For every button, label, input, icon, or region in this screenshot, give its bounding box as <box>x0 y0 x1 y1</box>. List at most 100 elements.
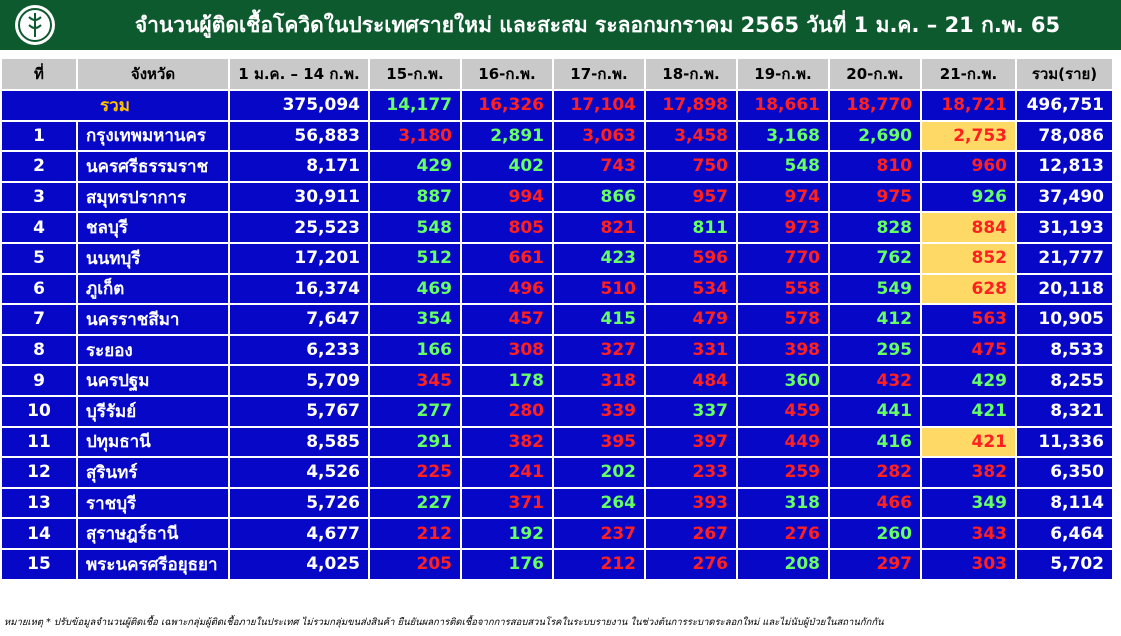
cell: 3,180 <box>368 119 462 153</box>
cell: 852 <box>920 241 1017 275</box>
cell: 548 <box>368 211 462 244</box>
cell: 382 <box>460 425 554 459</box>
rank: 7 <box>0 303 78 336</box>
cell: 382 <box>920 456 1017 489</box>
cell: 78,086 <box>1015 119 1114 153</box>
cell: 762 <box>828 241 922 275</box>
cell: 295 <box>828 333 922 367</box>
cell: 4,677 <box>228 517 370 550</box>
cell: 264 <box>552 486 646 520</box>
logo <box>15 5 55 45</box>
province-row: 1 กรุงเทพมหานคร 56,883 3,180 2,891 3,063 3,458… <box>0 119 1114 153</box>
cell: 661 <box>460 241 554 275</box>
cell: 337 <box>644 394 738 428</box>
cell: 17,201 <box>228 241 370 275</box>
cell: 548 <box>736 150 830 183</box>
cell: 259 <box>736 456 830 489</box>
cell: 3,168 <box>736 119 830 153</box>
rank: 2 <box>0 150 78 183</box>
cell: 496 <box>460 272 554 306</box>
rank: 4 <box>0 211 78 244</box>
cell: 354 <box>368 303 462 336</box>
cell: 8,585 <box>228 425 370 459</box>
total-cell: 18,661 <box>736 89 830 122</box>
cell: 205 <box>368 547 462 581</box>
province-row: 9 นครปฐม 5,709 345 178 318 484 360 432 429 8,255 <box>0 364 1114 397</box>
column-header: 15-ก.พ. <box>368 57 462 91</box>
cell: 12,813 <box>1015 150 1114 183</box>
title-bar: จำนวนผู้ติดเชื้อโควิดในประเทศรายใหม่ และ… <box>0 0 1121 50</box>
province-row: 10 บุรีรัมย์ 5,767 277 280 339 337 459 441 421 8,3… <box>0 394 1114 428</box>
cell: 957 <box>644 180 738 214</box>
total-cell: 496,751 <box>1015 89 1114 122</box>
title: จำนวนผู้ติดเชื้อโควิดในประเทศรายใหม่ และ… <box>134 13 1061 37</box>
column-header: รวม(ราย) <box>1015 57 1114 91</box>
province-row: 15 พระนครศรีอยุธยา 4,025 205 176 212 276 208 297… <box>0 547 1114 581</box>
column-header: 1 ม.ค. – 14 ก.พ. <box>228 57 370 91</box>
cell: 429 <box>920 364 1017 397</box>
province: นครศรีธรรมราช <box>76 150 230 183</box>
province: ปทุมธานี <box>76 425 230 459</box>
cell: 208 <box>736 547 830 581</box>
rank: 13 <box>0 486 78 520</box>
cell: 416 <box>828 425 922 459</box>
cell: 421 <box>920 425 1017 459</box>
cell: 212 <box>368 517 462 550</box>
cell: 397 <box>644 425 738 459</box>
cell: 227 <box>368 486 462 520</box>
cell: 303 <box>920 547 1017 581</box>
cell: 6,350 <box>1015 456 1114 489</box>
cell: 360 <box>736 364 830 397</box>
cell: 469 <box>368 272 462 306</box>
cell: 277 <box>368 394 462 428</box>
cell: 5,767 <box>228 394 370 428</box>
cell: 563 <box>920 303 1017 336</box>
cell: 6,464 <box>1015 517 1114 550</box>
cell: 994 <box>460 180 554 214</box>
cell: 578 <box>736 303 830 336</box>
total-cell: 17,898 <box>644 89 738 122</box>
cell: 30,911 <box>228 180 370 214</box>
cell: 192 <box>460 517 554 550</box>
total-cell: 375,094 <box>228 89 370 122</box>
column-header: 18-ก.พ. <box>644 57 738 91</box>
total-cell: 16,326 <box>460 89 554 122</box>
cell: 432 <box>828 364 922 397</box>
province-row: 3 สมุทรปราการ 30,911 887 994 866 957 974 975 926 3… <box>0 180 1114 214</box>
cell: 2,891 <box>460 119 554 153</box>
cell: 31,193 <box>1015 211 1114 244</box>
column-header: 17-ก.พ. <box>552 57 646 91</box>
cell: 202 <box>552 456 646 489</box>
cell: 512 <box>368 241 462 275</box>
cell: 393 <box>644 486 738 520</box>
cell: 20,118 <box>1015 272 1114 306</box>
province: กรุงเทพมหานคร <box>76 119 230 153</box>
cell: 466 <box>828 486 922 520</box>
column-header: 20-ก.พ. <box>828 57 922 91</box>
rank: 12 <box>0 456 78 489</box>
cell: 2,690 <box>828 119 922 153</box>
rank: 11 <box>0 425 78 459</box>
cell: 225 <box>368 456 462 489</box>
cell: 308 <box>460 333 554 367</box>
cell: 484 <box>644 364 738 397</box>
rank: 15 <box>0 547 78 581</box>
cell: 2,753 <box>920 119 1017 153</box>
rank: 5 <box>0 241 78 275</box>
cell: 429 <box>368 150 462 183</box>
cell: 56,883 <box>228 119 370 153</box>
rank: 6 <box>0 272 78 306</box>
province-row: 12 สุรินทร์ 4,526 225 241 202 233 259 282 382 6,35… <box>0 456 1114 489</box>
cell: 743 <box>552 150 646 183</box>
cell: 479 <box>644 303 738 336</box>
cell: 421 <box>920 394 1017 428</box>
cell: 267 <box>644 517 738 550</box>
cell: 371 <box>460 486 554 520</box>
cell: 887 <box>368 180 462 214</box>
cell: 11,336 <box>1015 425 1114 459</box>
cell: 8,321 <box>1015 394 1114 428</box>
total-cell: 14,177 <box>368 89 462 122</box>
footnote: หมายเหตุ * ปรับข้อมูลจำนวนผู้ติดเชื้อ เฉ… <box>4 617 884 628</box>
cell: 21,777 <box>1015 241 1114 275</box>
rank: 9 <box>0 364 78 397</box>
